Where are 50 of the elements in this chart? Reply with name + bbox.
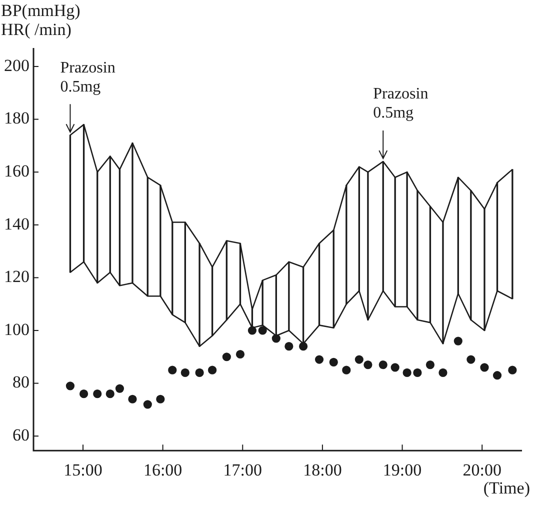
annotation: Prazosin 0.5mg xyxy=(60,59,116,96)
point xyxy=(378,360,388,370)
y-axis-title: BP(mmHg) HR( /min) xyxy=(1,0,80,39)
x-axis-title: (Time) xyxy=(483,478,530,498)
point xyxy=(466,355,476,364)
point xyxy=(115,384,124,393)
point xyxy=(128,394,137,404)
x-tick-label: 18:00 xyxy=(303,460,342,480)
x-tick-label: 17:00 xyxy=(223,460,262,480)
y-tick-label: 160 xyxy=(4,162,30,181)
point xyxy=(314,355,324,364)
point xyxy=(354,355,364,364)
point xyxy=(93,390,102,398)
point xyxy=(342,366,351,374)
point xyxy=(390,363,400,372)
point xyxy=(106,390,114,398)
point xyxy=(180,368,190,378)
point xyxy=(402,368,412,378)
point xyxy=(156,394,165,404)
point xyxy=(208,366,217,374)
point xyxy=(195,368,204,378)
point xyxy=(480,363,489,372)
point xyxy=(66,382,75,390)
y-tick-label: 180 xyxy=(4,108,30,128)
point xyxy=(168,366,177,374)
x-tick-label: 19:00 xyxy=(382,460,422,480)
y-tick-label: 200 xyxy=(4,56,30,75)
point xyxy=(329,358,338,366)
x-tick-label: 15:00 xyxy=(64,460,102,480)
y-tick-label: 120 xyxy=(4,267,30,286)
x-tick-label: 16:00 xyxy=(143,460,182,480)
point xyxy=(79,390,88,398)
y-tick-label: 60 xyxy=(12,426,30,445)
y-tick-label: 80 xyxy=(12,372,30,392)
point xyxy=(492,371,502,380)
y-tick-label: 140 xyxy=(4,214,30,234)
annotation: Prazosin 0.5mg xyxy=(373,86,428,122)
x-tick-label: 20:00 xyxy=(462,460,502,480)
y-tick-label: 100 xyxy=(4,320,30,339)
point xyxy=(438,368,448,378)
point xyxy=(222,352,231,362)
point xyxy=(454,336,462,346)
point xyxy=(143,400,152,409)
point xyxy=(413,368,422,378)
point xyxy=(236,350,245,359)
point xyxy=(284,342,294,351)
point xyxy=(426,360,435,370)
point xyxy=(508,366,517,374)
point xyxy=(258,326,267,335)
point xyxy=(364,360,372,370)
